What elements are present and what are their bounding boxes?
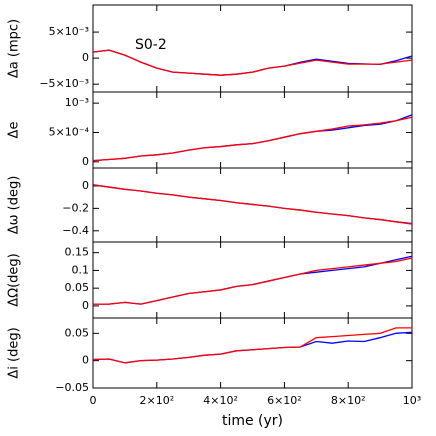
data-line	[92, 331, 413, 364]
y-tick-label: −5×10⁻³	[39, 77, 89, 90]
x-axis-label: time (yr)	[222, 413, 283, 429]
y-tick-label: −0.4	[62, 224, 89, 237]
y-tick-label: 0	[82, 354, 89, 367]
y-axis-label: Δe	[7, 122, 22, 139]
y-tick-label: 5×10⁻⁴	[49, 125, 90, 138]
y-tick-label: 0	[82, 51, 89, 64]
x-tick-label: 6×10²	[267, 394, 302, 407]
plot-frame	[92, 317, 413, 389]
y-axis-label: Δω (deg)	[7, 176, 22, 235]
plot-frame	[92, 241, 413, 319]
x-tick-label: 8×10²	[331, 394, 366, 407]
y-tick-label: 5×10⁻³	[49, 25, 89, 38]
data-line	[93, 255, 413, 305]
y-tick-label: 10⁻³	[65, 96, 89, 109]
y-tick-label: −0.05	[55, 381, 89, 394]
data-line	[92, 116, 413, 162]
y-tick-label: 0.15	[65, 246, 90, 259]
y-axis-label: ΔΩ(deg)	[7, 253, 22, 306]
y-tick-label: 0.05	[65, 326, 90, 339]
data-line	[93, 257, 413, 305]
y-tick-label: −0.2	[62, 201, 89, 214]
x-tick-label: 10³	[403, 394, 421, 407]
y-axis-label: Δa (mpc)	[7, 19, 22, 78]
x-tick-label: 0	[90, 394, 97, 407]
x-tick-label: 4×10²	[203, 394, 238, 407]
y-tick-label: 0	[82, 179, 89, 192]
y-tick-label: 0	[82, 299, 89, 312]
data-line	[92, 184, 413, 225]
y-axis-label: Δi (deg)	[7, 327, 22, 378]
data-line	[92, 327, 412, 364]
x-tick-label: 2×10²	[139, 394, 174, 407]
y-tick-label: 0.1	[72, 263, 90, 276]
annotation: S0-2	[135, 37, 167, 53]
data-line	[92, 49, 413, 76]
y-tick-label: 0	[82, 155, 89, 168]
y-tick-label: 0.05	[65, 281, 90, 294]
data-line	[92, 114, 413, 162]
